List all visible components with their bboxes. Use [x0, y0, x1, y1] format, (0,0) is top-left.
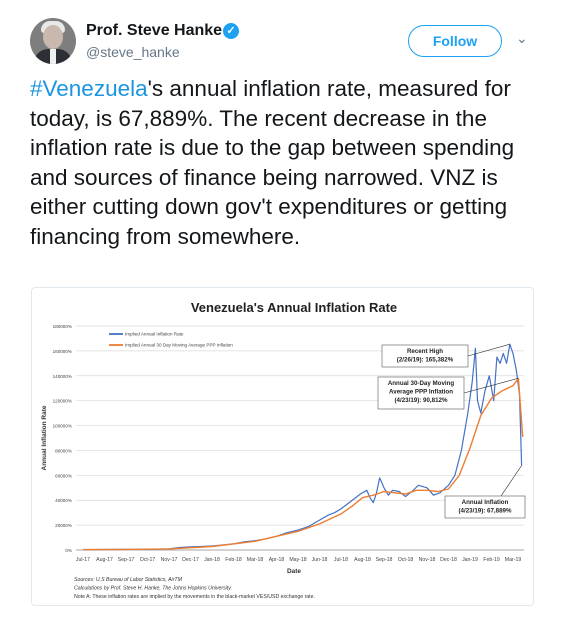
x-axis-label: Date: [287, 568, 301, 575]
x-tick-label: Oct-18: [398, 557, 414, 563]
annotation-text: Annual Inflation: [462, 499, 509, 506]
x-tick-label: Nov-18: [419, 557, 436, 563]
legend-label: Implied Annual 30 Day Moving Average PPP…: [125, 343, 233, 348]
y-tick-label: 100000%: [53, 424, 72, 429]
inflation-chart: Venezuela's Annual Inflation Rate 0% 20000…: [41, 300, 526, 600]
annotation-box: [377, 376, 465, 410]
annotation-box: [444, 495, 526, 519]
verified-icon: ✓: [223, 23, 239, 39]
x-tick-label: Sep-18: [376, 557, 393, 563]
x-tick-label: Oct-17: [140, 557, 156, 563]
x-tick-label: Sep-17: [118, 557, 135, 563]
tweet-body: 's annual inflation rate, measured for t…: [30, 76, 515, 249]
x-tick-label: Dec-18: [440, 557, 457, 563]
chart-title: Venezuela's Annual Inflation Rate: [191, 300, 397, 315]
y-tick-label: 40000%: [55, 498, 72, 503]
chart-image[interactable]: Venezuela's Annual Inflation Rate 0% 20000…: [31, 287, 534, 606]
author-name[interactable]: Prof. Steve Hanke: [86, 22, 223, 39]
y-axis-label: Annual Inflation Rate: [41, 405, 48, 470]
x-tick-label: Feb-18: [225, 557, 242, 563]
chart-note: Sources: U.S Bureau of Labor Statistics,…: [74, 577, 183, 583]
x-tick-label: Jan-18: [204, 557, 220, 563]
chart-note: Calculations by Prof. Steve H. Hanke, Th…: [74, 586, 232, 592]
follow-button[interactable]: Follow: [408, 25, 502, 57]
series-line-2: [82, 377, 524, 551]
annotation-text: (4/23/19): 90,812%: [395, 397, 448, 404]
y-tick-label: 120000%: [53, 399, 72, 404]
y-tick-label: 180000%: [53, 324, 72, 329]
x-tick-label: Jul-18: [334, 557, 348, 563]
author-handle[interactable]: @steve_hanke: [86, 44, 180, 60]
annotation-box: [381, 344, 469, 368]
avatar-shirt: [50, 49, 56, 64]
x-tick-label: Nov-17: [161, 557, 178, 563]
y-tick-label: 80000%: [55, 448, 72, 453]
chevron-down-icon[interactable]: ⌄: [516, 30, 528, 46]
x-tick-label: Aug-18: [354, 557, 371, 563]
hashtag-link[interactable]: #Venezuela: [30, 76, 148, 101]
legend-label: Implied Annual Inflation Rate: [125, 332, 184, 337]
series-line-1: [82, 343, 523, 551]
avatar-face: [43, 25, 63, 49]
x-tick-label: Jul-17: [76, 557, 90, 563]
annotation-text: Recent High: [407, 348, 443, 355]
y-tick-label: 20000%: [55, 523, 72, 528]
tweet-text: #Venezuela's annual inflation rate, meas…: [30, 74, 540, 251]
x-tick-label: May-18: [289, 557, 306, 563]
annotation-text: (2/26/19): 165,382%: [397, 357, 454, 364]
x-tick-label: Dec-17: [182, 557, 199, 563]
x-tick-label: Aug-17: [96, 557, 113, 563]
y-tick-label: 0%: [65, 548, 72, 553]
y-tick-label: 160000%: [53, 349, 72, 354]
annotation-arrow: [467, 343, 510, 357]
x-tick-label: Mar-19: [505, 557, 522, 563]
annotation-arrow: [463, 377, 519, 394]
x-tick-label: Jan-19: [462, 557, 478, 563]
annotation-text: Annual 30-Day Moving: [388, 380, 455, 387]
annotation-arrow: [500, 465, 522, 497]
chart-note: Note A: These inflation rates are implie…: [74, 594, 315, 600]
annotation-text: Average PPP Inflation: [389, 389, 453, 396]
x-tick-label: Jun-18: [312, 557, 328, 563]
y-tick-label: 60000%: [55, 473, 72, 478]
x-tick-label: Apr-18: [269, 557, 285, 563]
annotation-text: (4/23/19): 67,889%: [459, 508, 512, 515]
y-tick-label: 140000%: [53, 374, 72, 379]
x-tick-label: Feb-19: [483, 557, 500, 563]
x-tick-label: Mar-18: [247, 557, 264, 563]
avatar[interactable]: [30, 18, 76, 64]
